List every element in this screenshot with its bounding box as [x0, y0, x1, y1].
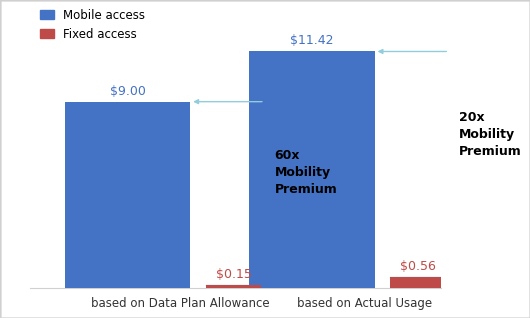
Text: $0.15: $0.15	[216, 268, 251, 281]
Bar	[390, 277, 445, 288]
Legend: Mobile access, Fixed access: Mobile access, Fixed access	[40, 9, 145, 40]
Text: 20x
Mobility
Premium: 20x Mobility Premium	[459, 111, 522, 158]
Bar	[249, 52, 375, 288]
Text: $9.00: $9.00	[110, 85, 146, 98]
Text: $11.42: $11.42	[290, 34, 334, 47]
Text: $0.56: $0.56	[400, 259, 436, 273]
Bar	[65, 102, 190, 288]
Bar	[206, 285, 261, 288]
Text: 60x
Mobility
Premium: 60x Mobility Premium	[275, 149, 338, 196]
